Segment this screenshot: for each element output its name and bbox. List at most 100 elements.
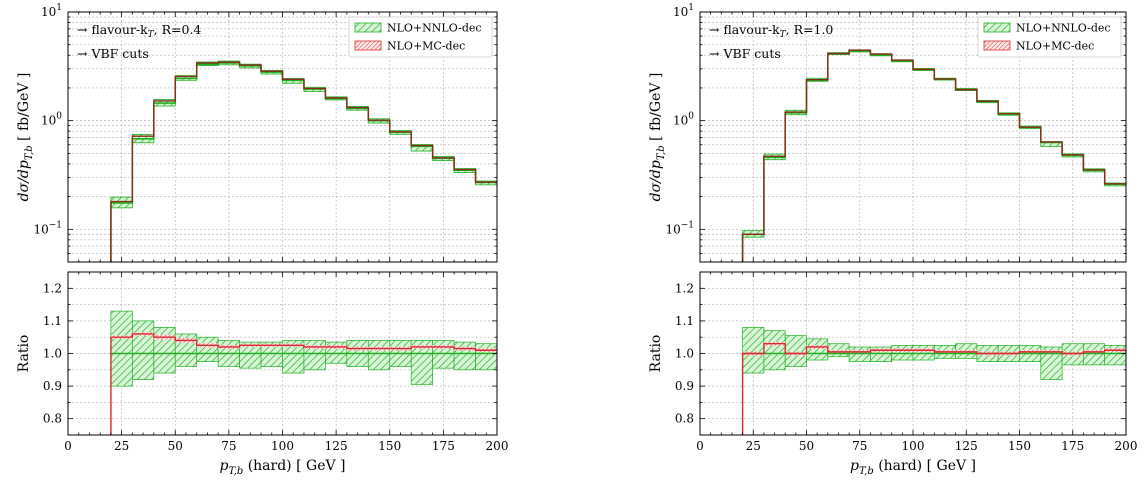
annotation-cuts: → VBF cuts <box>709 46 781 61</box>
x-axis-label-tail: (hard) [ GeV ] <box>243 458 345 474</box>
mc-ratio-line <box>741 343 1126 435</box>
x-axis-label: pT,b (hard) [ GeV ] <box>850 458 976 477</box>
nnlo-ratio-band-bin <box>891 345 914 361</box>
y-axis-label-sub: T,b <box>24 145 35 160</box>
x-axis-label-main: p <box>220 458 229 474</box>
ratio-tick-label: 1.0 <box>43 347 62 361</box>
x-axis-label-main: p <box>850 458 859 474</box>
x-axis-label: pT,b (hard) [ GeV ] <box>220 458 346 477</box>
ratio-tick-label: 0.8 <box>43 412 62 426</box>
x-tick-label: 50 <box>168 439 183 453</box>
ratio-tick-label: 1.0 <box>675 347 694 361</box>
y-axis-label-tail: [ fb/GeV ] <box>16 73 32 146</box>
x-axis-label-sub: T,b <box>859 466 874 477</box>
legend-swatch-nnlo <box>354 22 382 33</box>
annotation-cuts: → VBF cuts <box>77 46 149 61</box>
y-axis-label-main: dσ/dp <box>16 160 32 201</box>
y-tick-label-exp: 0 <box>56 112 62 122</box>
legend: NLO+NNLO-dec NLO+MC-dec <box>348 16 493 58</box>
nnlo-ratio-band-bin <box>763 330 786 371</box>
y-tick-label-exp: 1 <box>688 3 694 13</box>
annotation-algorithm-sub: T <box>780 30 787 40</box>
y-axis-label-tail: [ fb/GeV ] <box>648 73 664 146</box>
x-tick-label: 0 <box>64 439 72 453</box>
x-tick-label: 150 <box>1008 439 1031 453</box>
x-tick-label: 75 <box>852 439 867 453</box>
annotation-algorithm-tail: , R=0.4 <box>154 22 202 37</box>
y-tick-label-base: 10 <box>673 5 688 19</box>
y-axis-label-sub: T,b <box>656 145 667 160</box>
annotation-algorithm: → flavour-kT, R=0.4 <box>77 22 201 40</box>
legend-label-mc: NLO+MC-dec <box>1016 40 1094 53</box>
legend-label-nnlo: NLO+NNLO-dec <box>1016 22 1111 35</box>
y-tick-label: 101 <box>41 3 62 19</box>
x-tick-label: 175 <box>1061 439 1084 453</box>
legend-swatch-mc <box>354 40 382 51</box>
ratio-tick-label: 1.2 <box>675 281 694 295</box>
annotation-algorithm-tail: , R=1.0 <box>786 22 834 37</box>
ratio-tick-label: 1.1 <box>675 314 694 328</box>
nnlo-ratio-band-bin <box>132 320 155 380</box>
x-tick-label: 0 <box>696 439 704 453</box>
ratio-plot-data <box>741 327 1126 435</box>
ratio-tick-label: 1.2 <box>43 281 62 295</box>
y-tick-label-exp: −1 <box>681 220 694 230</box>
y-tick-label-base: 10 <box>41 5 56 19</box>
x-tick-label: 175 <box>432 439 455 453</box>
annotation-algorithm-main: → flavour-k <box>77 22 148 37</box>
ticks <box>67 11 498 435</box>
x-tick-label: 75 <box>221 439 236 453</box>
ratio-tick-label: 0.9 <box>675 379 694 393</box>
ratio-tick-label: 0.8 <box>675 412 694 426</box>
legend-swatch-mc <box>983 40 1011 51</box>
mc-central-line <box>110 61 497 262</box>
x-tick-label: 150 <box>378 439 401 453</box>
y-tick-label: 10−1 <box>665 220 694 236</box>
nnlo-ratio-band-bin <box>367 340 391 371</box>
y-axis-label: dσ/dpT,b [ fb/GeV ] <box>648 73 667 202</box>
ratio-tick-label: 1.1 <box>43 314 62 328</box>
panel-2: 0 25 50 75 100 125 150 175 20010−11001010.80.91.… <box>648 3 1137 477</box>
nnlo-ratio-band-bin <box>742 327 765 374</box>
y-tick-label-exp: 1 <box>56 3 62 13</box>
nnlo-central-line <box>110 62 497 262</box>
x-tick-label: 125 <box>325 439 348 453</box>
x-tick-label: 100 <box>271 439 294 453</box>
x-tick-label: 50 <box>799 439 814 453</box>
legend: NLO+NNLO-dec NLO+MC-dec <box>977 16 1122 58</box>
nnlo-ratio-band-bin <box>848 346 871 363</box>
nnlo-ratio-band-bin <box>806 338 829 361</box>
nnlo-ratio-band-bin <box>475 343 497 371</box>
x-tick-label: 25 <box>746 439 761 453</box>
x-tick-label: 200 <box>486 439 509 453</box>
y-axis-label-main: dσ/dp <box>648 160 664 201</box>
ratio-axis-label: Ratio <box>16 335 32 373</box>
nnlo-ratio-band-bin <box>110 310 133 387</box>
y-tick-label-exp: −1 <box>49 220 62 230</box>
y-tick-label-base: 10 <box>41 114 56 128</box>
x-tick-label: 125 <box>955 439 978 453</box>
nnlo-ratio-band-bin <box>784 335 807 367</box>
x-tick-label: 25 <box>114 439 129 453</box>
y-axis-label: dσ/dpT,b [ fb/GeV ] <box>16 73 35 202</box>
nnlo-ratio-band-bin <box>303 340 326 371</box>
mc-ratio-line <box>110 333 497 435</box>
y-tick-label-base: 10 <box>673 114 688 128</box>
legend-label-nnlo: NLO+NNLO-dec <box>387 22 482 35</box>
nnlo-ratio-band-bin <box>432 340 455 369</box>
panel-1: 0 25 50 75 100 125 150 175 20010−11001010.80.91.… <box>16 3 508 477</box>
nnlo-ratio-band-bin <box>453 341 476 371</box>
y-tick-label-base: 10 <box>33 222 48 236</box>
x-axis-label-tail: (hard) [ GeV ] <box>874 458 976 474</box>
x-tick-label: 100 <box>902 439 925 453</box>
annotation-algorithm-sub: T <box>148 30 155 40</box>
x-tick-label: 200 <box>1115 439 1138 453</box>
legend-box <box>977 16 1122 58</box>
ratio-axis-label: Ratio <box>648 335 664 373</box>
y-tick-label: 100 <box>673 112 694 128</box>
nnlo-ratio-band-bin <box>153 327 176 374</box>
ratio-plot-data <box>110 310 497 435</box>
main-plot-data <box>741 49 1126 262</box>
main-plot-data <box>110 60 497 262</box>
